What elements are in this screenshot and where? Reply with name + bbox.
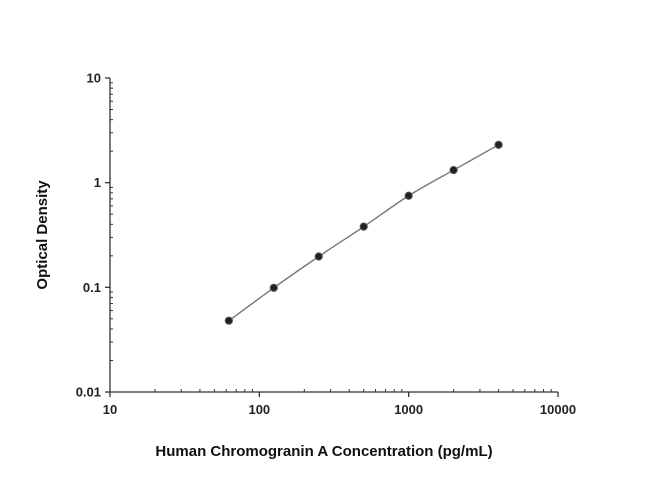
- data-point: [359, 222, 368, 231]
- y-tick-label: 10: [87, 71, 101, 86]
- x-tick-label: 100: [248, 402, 270, 417]
- axes: [109, 78, 558, 393]
- data-point: [494, 140, 503, 149]
- data-point: [449, 165, 458, 175]
- x-tick-label: 10: [103, 402, 117, 417]
- data-point: [314, 252, 323, 261]
- x-tick-label: 1000: [394, 402, 423, 417]
- data-point: [224, 316, 233, 325]
- x-axis-title: Human Chromogranin A Concentration (pg/m…: [155, 443, 492, 460]
- y-ticks: 0.01 0.1 1 10: [76, 71, 113, 400]
- y-axis-title: Optical Density: [34, 180, 51, 290]
- fit-curve-layer: [228, 144, 499, 322]
- x-ticks: 10 100 1000 10000: [103, 389, 576, 417]
- data-point: [404, 191, 413, 200]
- y-tick-label: 0.1: [83, 280, 101, 295]
- y-tick-label: 1: [94, 175, 101, 190]
- y-tick-label: 0.01: [76, 385, 101, 400]
- data-points: [224, 140, 503, 325]
- fit-curve-line: [228, 144, 499, 322]
- data-point: [269, 283, 278, 292]
- x-tick-label: 10000: [540, 402, 576, 417]
